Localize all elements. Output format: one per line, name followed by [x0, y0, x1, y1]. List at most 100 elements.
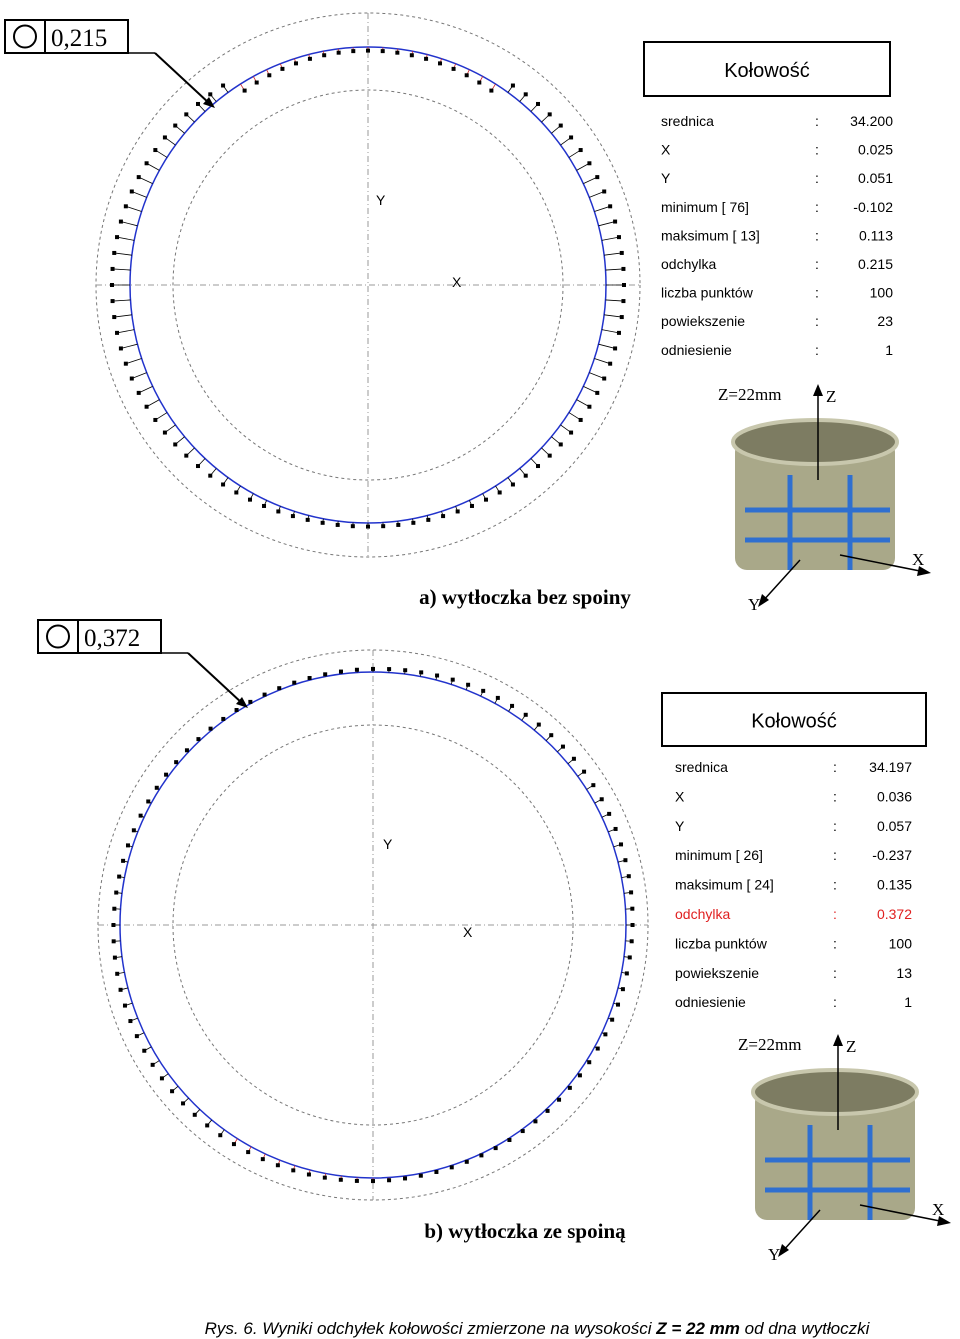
deviation-point [381, 524, 386, 529]
deviation-point [567, 1085, 572, 1090]
deviation-point [629, 890, 634, 895]
deviation-point [234, 490, 239, 495]
leader-arrow [154, 52, 211, 105]
deviation-point [305, 517, 310, 522]
row-separator: : [833, 906, 837, 922]
deviation-line [598, 221, 616, 227]
deviation-point [396, 522, 401, 527]
deviation-point [307, 676, 312, 681]
z-arrow [833, 1034, 843, 1046]
deviation-point [441, 514, 446, 519]
row-value: -0.102 [853, 199, 893, 215]
deviation-point [242, 88, 247, 93]
y-axis [781, 1209, 821, 1253]
deviation-point [118, 346, 123, 351]
deviation-point [291, 1168, 296, 1173]
can-markings [745, 475, 890, 570]
deviation-point [578, 148, 583, 153]
deviation-line [114, 314, 132, 318]
photo-label: Z=22mm [738, 1035, 801, 1054]
deviation-point [523, 712, 528, 717]
deviation-point [591, 783, 596, 788]
axis-y-label: Y [383, 836, 393, 852]
deviation-point [184, 112, 189, 117]
row-label: minimum [ 76] [661, 199, 749, 215]
deviation-point [479, 1153, 484, 1158]
caption-bold: Z = 22 mm [655, 1319, 740, 1338]
deviation-point [150, 1062, 155, 1067]
deviation-point [122, 1003, 127, 1008]
deviation-point [338, 1177, 343, 1182]
deviation-point [136, 175, 141, 180]
row-label: powiekszenie [675, 965, 759, 981]
deviation-point [547, 453, 552, 458]
row-separator: : [833, 935, 837, 951]
deviation-point [395, 50, 400, 55]
deviation-point [247, 497, 252, 502]
roundness-symbol [46, 624, 70, 649]
deviation-point [136, 390, 141, 395]
deviation-point [306, 1172, 311, 1177]
deviation-point [630, 923, 635, 927]
photo-axis-x: X [912, 550, 924, 569]
deviation-line [120, 343, 138, 349]
row-label: minimum [ 26] [675, 847, 763, 863]
panel-label: b) wytłoczka ze spoiną [424, 1219, 626, 1243]
row-label: odchylka [675, 906, 730, 922]
deviation-point [587, 404, 592, 409]
deviation-point [221, 83, 226, 88]
row-label: Y [661, 170, 671, 186]
deviation-point [434, 1169, 439, 1174]
x-axis [859, 1204, 946, 1223]
tolerance-value: 0,372 [84, 625, 140, 652]
arrow-head [203, 97, 215, 108]
row-value: 100 [870, 285, 894, 301]
x-arrow [937, 1216, 951, 1226]
deviation-point [558, 123, 563, 128]
deviation-point [569, 430, 574, 435]
deviation-point [115, 971, 120, 976]
deviation-point [595, 175, 600, 180]
deviation-point [112, 315, 117, 320]
deviation-point [629, 939, 634, 944]
deviation-point [234, 708, 239, 713]
row-label: liczba punktów [675, 935, 768, 951]
deviation-point [366, 48, 370, 53]
row-label: X [661, 142, 671, 158]
deviation-point [195, 464, 200, 469]
x-arrow [917, 566, 931, 576]
row-separator: : [815, 170, 819, 186]
deviation-point [196, 737, 201, 742]
deviation-point [115, 235, 120, 240]
deviation-point [121, 858, 126, 863]
deviation-point [603, 1032, 608, 1037]
deviation-point [438, 61, 443, 66]
caption-end: od dna wytłoczki [740, 1319, 871, 1338]
deviation-point [260, 1157, 265, 1162]
deviation-line [138, 176, 153, 185]
deviation-point [218, 1133, 223, 1138]
row-label: X [675, 788, 685, 804]
deviation-point [595, 1046, 600, 1051]
deviation-point [323, 672, 328, 677]
deviation-point [112, 250, 117, 255]
deviation-point [128, 1019, 133, 1024]
photo-axis-y: Y [768, 1245, 780, 1264]
deviation-point [153, 417, 158, 422]
deviation-point [380, 49, 385, 54]
deviation-point [620, 987, 625, 992]
deviation-line [589, 372, 605, 379]
row-value: 34.197 [869, 759, 912, 775]
deviation-point [602, 376, 607, 381]
row-separator: : [815, 313, 819, 329]
deviation-point [387, 1178, 392, 1183]
can-rim [751, 1068, 919, 1116]
deviation-point [497, 490, 502, 495]
row-label: srednica [661, 113, 714, 129]
deviation-point [507, 1137, 512, 1142]
deviation-point [208, 92, 213, 97]
row-separator: : [815, 256, 819, 272]
deviation-point [495, 695, 500, 700]
deviation-point [455, 509, 460, 514]
